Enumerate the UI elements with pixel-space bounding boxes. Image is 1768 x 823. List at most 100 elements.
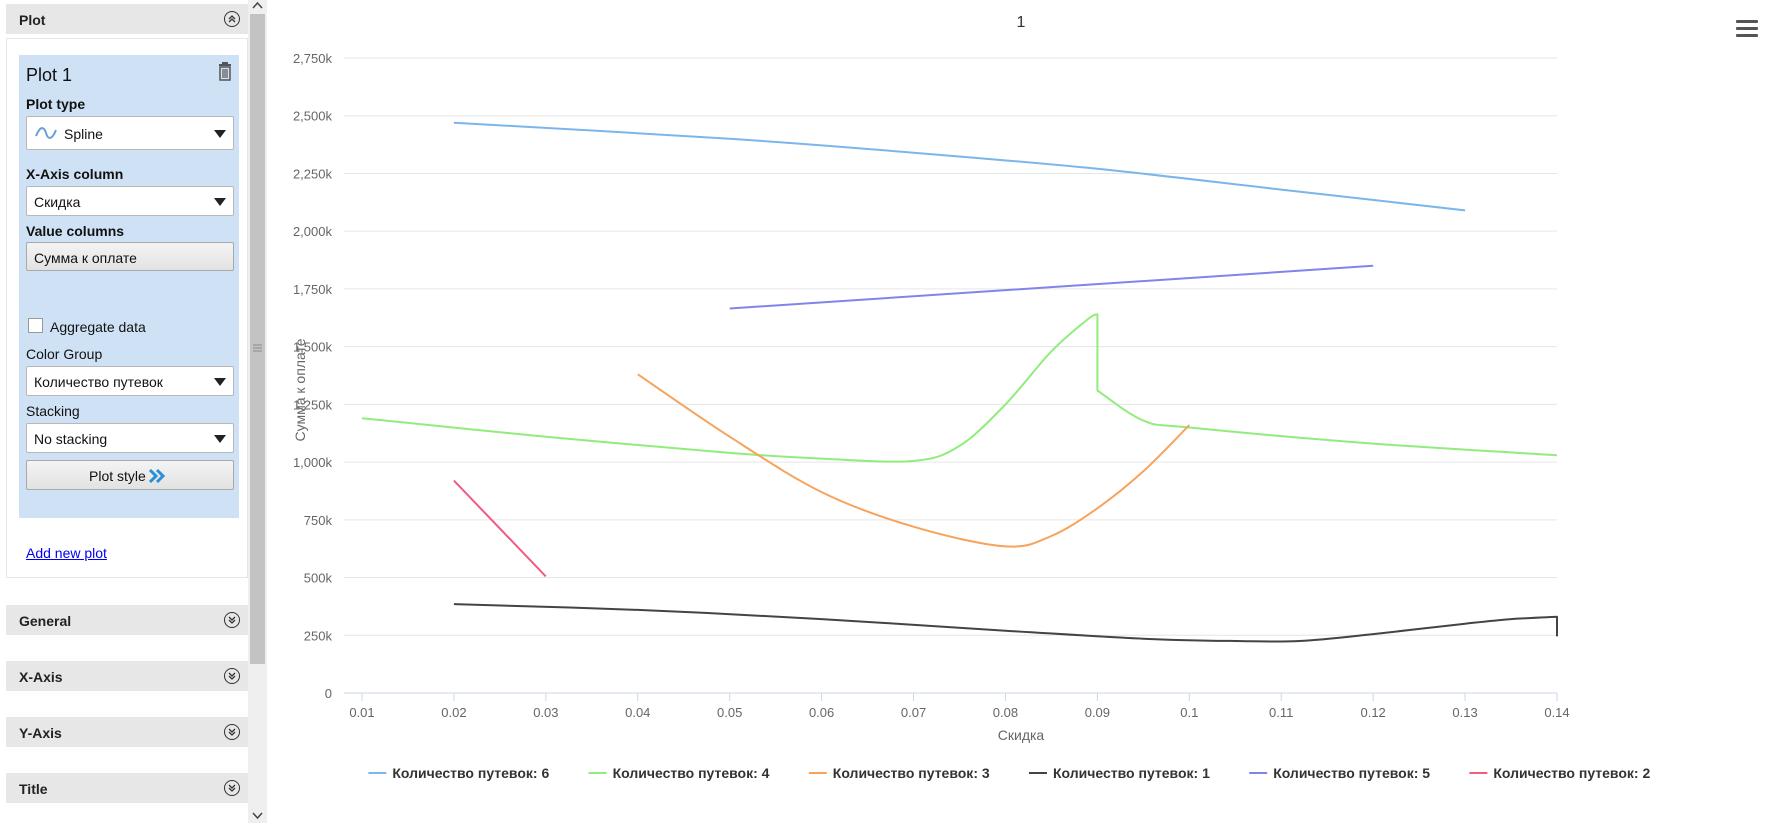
x-tick-label: 0.06	[809, 705, 834, 720]
y-axis-title: Сумма к оплате	[292, 338, 308, 441]
y-tick-label: 0	[325, 686, 332, 701]
plot-type-value: Spline	[64, 126, 103, 142]
section-title-title: Title	[19, 781, 48, 797]
x-tick-label: 0.08	[993, 705, 1018, 720]
y-tick-label: 2,750k	[293, 51, 333, 66]
chart-editor-panel: Plot Plot 1 Plot type Spline	[0, 0, 267, 823]
legend-label: Количество путевок: 1	[1053, 765, 1210, 781]
series-line-2[interactable]	[361, 313, 1558, 463]
x-axis-column-select[interactable]: Скидка	[26, 186, 234, 216]
aggregate-data-label: Aggregate data	[50, 319, 146, 335]
value-columns-value: Сумма к оплате	[34, 250, 137, 266]
expand-down-icon[interactable]	[224, 780, 240, 796]
y-tick-label: 2,000k	[293, 224, 333, 239]
x-axis-column-label: X-Axis column	[26, 166, 124, 182]
expand-down-icon[interactable]	[224, 668, 240, 684]
section-general-title: General	[19, 613, 72, 629]
plot-type-select[interactable]: Spline	[26, 116, 234, 150]
section-general-header[interactable]: General	[6, 605, 248, 635]
legend-label: Количество путевок: 3	[833, 765, 990, 781]
value-columns-button[interactable]: Сумма к оплате	[26, 242, 234, 271]
legend-item[interactable]: Количество путевок: 1	[1029, 765, 1210, 781]
spline-icon	[35, 127, 57, 139]
y-tick-label: 2,250k	[293, 166, 333, 181]
x-axis-title: Скидка	[998, 727, 1045, 743]
y-tick-label: 750k	[304, 513, 333, 528]
chevron-down-icon	[214, 198, 226, 206]
aggregate-data-checkbox[interactable]	[28, 318, 43, 333]
x-tick-label: 0.11	[1269, 705, 1293, 720]
section-plot-title: Plot	[19, 12, 46, 28]
series-line-6[interactable]	[453, 479, 547, 578]
series-line-3[interactable]	[637, 373, 1191, 548]
add-new-plot-link[interactable]: Add new plot	[26, 545, 107, 561]
stacking-select[interactable]: No stacking	[26, 423, 234, 453]
expand-down-icon[interactable]	[224, 612, 240, 628]
x-tick-label: 0.01	[349, 705, 374, 720]
plot-card-title: Plot 1	[26, 65, 73, 85]
value-columns-label: Value columns	[26, 223, 125, 239]
y-tick-label: 1,500k	[293, 340, 333, 355]
x-tick-label: 0.1	[1180, 705, 1198, 720]
legend-item[interactable]: Количество путевок: 4	[588, 765, 770, 781]
series-line-1[interactable]	[453, 121, 1466, 212]
stacking-label: Stacking	[26, 403, 80, 419]
chevron-down-icon	[214, 130, 226, 138]
series-line-5[interactable]	[729, 264, 1374, 310]
x-tick-label: 0.12	[1360, 705, 1385, 720]
x-tick-label: 0.02	[441, 705, 466, 720]
section-plot-header[interactable]: Plot	[6, 4, 248, 34]
chart-title: 1	[1017, 14, 1026, 31]
x-tick-label: 0.14	[1544, 705, 1569, 720]
x-axis-column-value: Скидка	[34, 194, 81, 210]
plot-style-label: Plot style	[89, 468, 146, 484]
section-y-axis-title: Y-Axis	[19, 725, 62, 741]
y-tick-label: 250k	[304, 628, 333, 643]
scroll-down-icon[interactable]	[252, 811, 263, 820]
y-tick-label: 500k	[304, 571, 333, 586]
series-line-4[interactable]	[453, 603, 1558, 643]
x-tick-label: 0.03	[533, 705, 558, 720]
chart-menu-icon[interactable]	[1736, 20, 1758, 38]
plot-section-body: Plot 1 Plot type Spline X-Axis column Ск…	[6, 38, 248, 578]
x-tick-label: 0.04	[625, 705, 650, 720]
legend-item[interactable]: Количество путевок: 2	[1469, 765, 1650, 781]
chevron-down-icon	[214, 435, 226, 443]
y-tick-label: 1,750k	[293, 282, 333, 297]
legend-item[interactable]: Количество путевок: 5	[1249, 765, 1430, 781]
legend-item[interactable]: Количество путевок: 3	[808, 765, 990, 781]
color-group-value: Количество путевок	[34, 374, 163, 390]
x-tick-label: 0.07	[901, 705, 926, 720]
legend-item[interactable]: Количество путевок: 6	[368, 765, 549, 781]
color-group-label: Color Group	[26, 346, 103, 362]
grip-icon	[253, 344, 262, 352]
scrollbar-thumb[interactable]	[250, 14, 265, 664]
plot-card: Plot 1 Plot type Spline X-Axis column Ск…	[19, 55, 239, 518]
legend-label: Количество путевок: 4	[613, 765, 770, 781]
panel-scrollbar[interactable]	[248, 0, 267, 823]
stacking-value: No stacking	[34, 431, 108, 447]
y-tick-label: 1,000k	[293, 455, 333, 470]
legend-label: Количество путевок: 6	[392, 765, 549, 781]
plot-type-label: Plot type	[26, 96, 86, 112]
section-title-header[interactable]: Title	[6, 773, 248, 803]
section-y-axis-header[interactable]: Y-Axis	[6, 717, 248, 747]
plot-style-button[interactable]: Plot style	[26, 460, 234, 490]
scroll-up-icon[interactable]	[252, 1, 263, 10]
x-tick-label: 0.13	[1452, 705, 1477, 720]
double-chevron-right-icon	[148, 468, 166, 484]
chart-area: 0 250k 500k 750k 1,000k 1,250k 1,500k 1,750k 2,0…	[267, 0, 1768, 823]
trash-icon[interactable]	[218, 61, 232, 81]
section-x-axis-title: X-Axis	[19, 669, 63, 685]
color-group-select[interactable]: Количество путевок	[26, 366, 234, 396]
chart-svg: 0 250k 500k 750k 1,000k 1,250k 1,500k 1,750k 2,0…	[292, 14, 1650, 781]
collapse-up-icon[interactable]	[224, 11, 240, 27]
legend-label: Количество путевок: 2	[1493, 765, 1650, 781]
chevron-down-icon	[214, 378, 226, 386]
expand-down-icon[interactable]	[224, 724, 240, 740]
x-tick-label: 0.09	[1085, 705, 1110, 720]
y-tick-label: 2,500k	[293, 109, 333, 124]
legend-label: Количество путевок: 5	[1273, 765, 1430, 781]
x-tick-label: 0.05	[717, 705, 742, 720]
section-x-axis-header[interactable]: X-Axis	[6, 661, 248, 691]
